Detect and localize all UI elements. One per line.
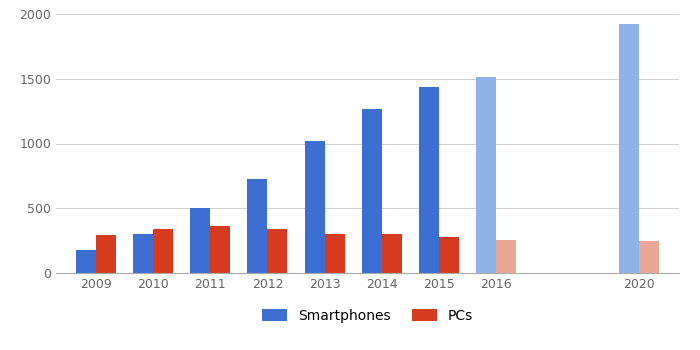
Bar <box>190 208 210 273</box>
Bar <box>248 179 267 273</box>
Bar <box>382 234 402 273</box>
Bar <box>439 237 459 273</box>
Bar <box>153 229 173 273</box>
Bar <box>476 77 496 273</box>
Bar <box>639 241 659 273</box>
Bar <box>496 240 516 273</box>
Bar <box>210 226 230 273</box>
Bar <box>76 250 96 273</box>
Bar <box>619 25 639 273</box>
Bar <box>96 236 116 273</box>
Bar <box>362 108 382 273</box>
Bar <box>325 233 344 273</box>
Bar <box>133 234 153 273</box>
Bar <box>267 229 288 273</box>
Legend: Smartphones, PCs: Smartphones, PCs <box>262 309 473 323</box>
Bar <box>419 86 439 273</box>
Bar <box>304 141 325 273</box>
